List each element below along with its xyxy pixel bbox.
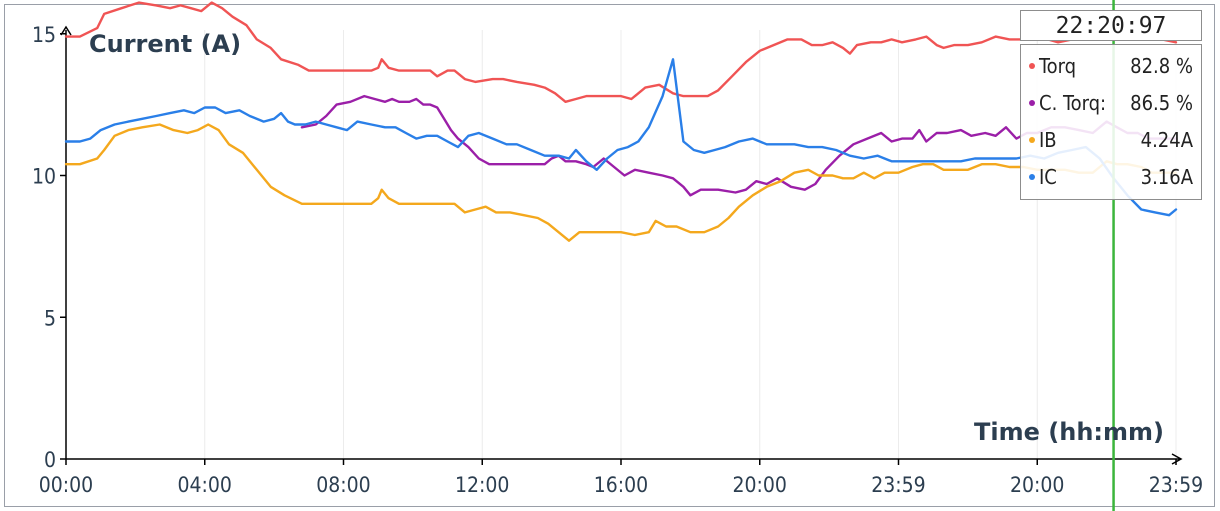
x-ticks: 00:00 04:00 08:00 12:00 16:00 20:00 23:59 20:00…	[39, 459, 1203, 497]
axes	[60, 25, 1183, 465]
y-axis-title: Current (A)	[89, 30, 241, 58]
ic-dot-icon	[1029, 174, 1035, 180]
y-tick-label: 10	[32, 165, 56, 189]
tooltip-label: IC	[1039, 165, 1057, 189]
torq-dot-icon	[1029, 63, 1035, 69]
x-tick-label: 04:00	[178, 473, 232, 497]
tooltip-label: IB	[1039, 128, 1057, 152]
series-line-ib	[64, 123, 1178, 242]
ib-dot-icon	[1029, 137, 1035, 143]
tooltip-value: 86.5 %	[1130, 91, 1193, 115]
x-tick-label: 20:00	[733, 473, 787, 497]
tooltip-row-ib: IB 4.24A	[1021, 121, 1201, 158]
x-tick-label: 12:00	[455, 473, 509, 497]
tooltip-rows: Torq 82.8 % C. Torq: 86.5 % IB 4.24A IC …	[1020, 44, 1202, 200]
x-tick-label: 23:59	[1149, 473, 1203, 497]
tooltip-value: 82.8 %	[1130, 54, 1193, 78]
tooltip-row-c-torq: C. Torq: 86.5 %	[1021, 84, 1201, 121]
tooltip-value: 4.24A	[1140, 128, 1193, 152]
tooltip-time: 22:20:97	[1020, 10, 1202, 41]
tooltip-label: C. Torq:	[1039, 91, 1107, 115]
x-tick-label: 23:59	[871, 473, 925, 497]
tooltip-row-ic: IC 3.16A	[1021, 158, 1201, 195]
x-tick-label: 16:00	[594, 473, 648, 497]
x-tick-label: 08:00	[316, 473, 370, 497]
x-axis-arrow	[1171, 453, 1183, 465]
y-ticks: 05101520	[32, 23, 66, 472]
readout-tooltip: 22:20:97 Torq 82.8 % C. Torq: 86.5 % IB …	[1020, 10, 1202, 200]
tooltip-label: Torq	[1039, 54, 1077, 78]
chart-frame	[4, 4, 1215, 507]
y-tick-label: 15	[32, 23, 56, 47]
x-tick-label: 20:00	[1010, 473, 1064, 497]
series-line-torq	[64, 1, 1178, 103]
series-line-ic	[64, 58, 1178, 217]
tooltip-value: 3.16A	[1140, 165, 1193, 189]
series-line-c-torq	[300, 94, 1178, 197]
y-tick-label: 5	[44, 306, 56, 330]
x-axis-title: Time (hh:mm)	[974, 418, 1164, 446]
x-tick-label: 00:00	[39, 473, 93, 497]
series-lines	[64, 1, 1178, 242]
c-torq-dot-icon	[1029, 100, 1035, 106]
tooltip-row-torq: Torq 82.8 %	[1021, 47, 1201, 84]
y-axis-arrow	[60, 25, 72, 36]
y-tick-label: 0	[44, 448, 56, 472]
